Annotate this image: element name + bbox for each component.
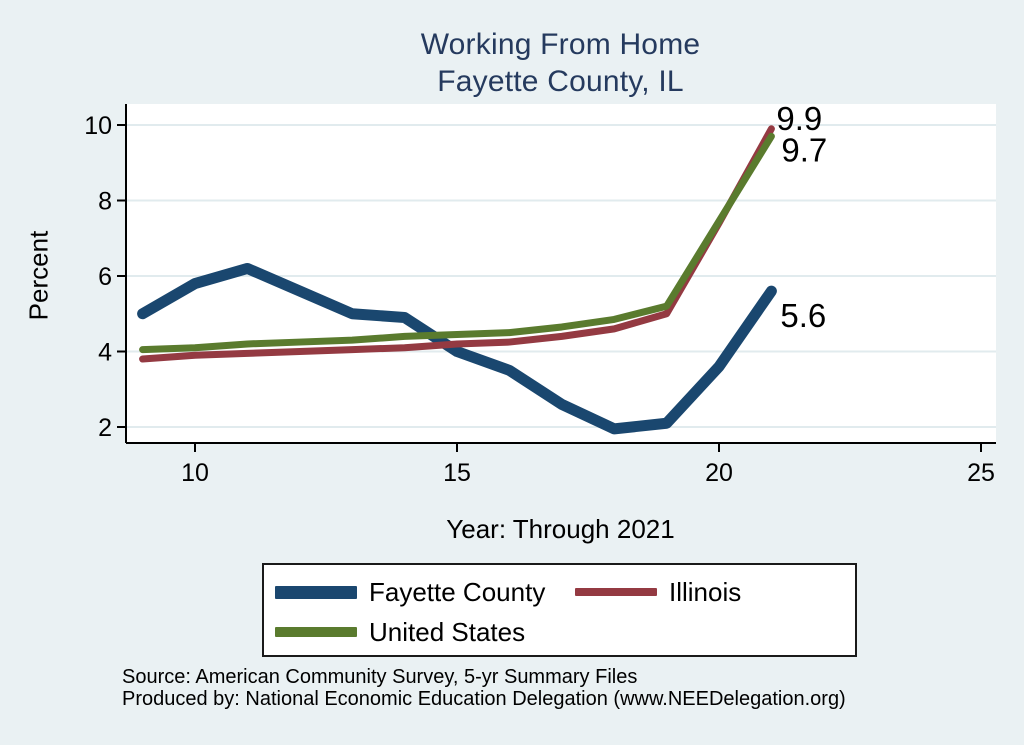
chart-title-line2: Fayette County, IL	[437, 65, 684, 98]
y-axis-title: Percent	[23, 230, 54, 321]
chart-title: Working From Home Fayette County, IL	[126, 26, 995, 100]
y-tick-label-2: 2	[98, 414, 112, 442]
source-note: Source: American Community Survey, 5-yr …	[122, 666, 1002, 710]
legend-empty-cell	[564, 612, 855, 652]
x-tick-label-20: 20	[705, 459, 733, 487]
series-line-illinois	[139, 125, 775, 363]
series-line-united-states	[139, 132, 775, 354]
y-tick-label-6: 6	[98, 263, 112, 291]
end-value-label-5.6: 5.6	[780, 297, 826, 334]
y-tick-label-8: 8	[98, 188, 112, 216]
chart-title-line1: Working From Home	[420, 28, 701, 61]
legend-swatch-united-states	[275, 627, 357, 637]
legend: Fayette County Illinois United States	[262, 563, 857, 657]
legend-item-united-states: United States	[264, 612, 564, 652]
x-tick-label-15: 15	[443, 459, 471, 487]
end-value-label-9.9: 9.9	[776, 100, 822, 137]
legend-swatch-fayette-county	[275, 585, 357, 599]
legend-label-illinois: Illinois	[669, 576, 742, 607]
produced-by-line: Produced by: National Economic Education…	[122, 688, 846, 710]
source-line: Source: American Community Survey, 5-yr …	[122, 666, 638, 688]
legend-label-united-states: United States	[369, 616, 526, 647]
legend-swatch-illinois	[575, 588, 657, 596]
y-tick-label-10: 10	[84, 112, 112, 140]
legend-label-fayette-county: Fayette County	[369, 576, 546, 607]
legend-item-fayette-county: Fayette County	[264, 572, 564, 612]
legend-item-illinois: Illinois	[564, 572, 855, 612]
series-line-fayette-county	[137, 262, 777, 435]
x-axis-title: Year: Through 2021	[446, 514, 675, 544]
y-tick-label-4: 4	[98, 339, 112, 367]
x-tick-label-10: 10	[181, 459, 209, 487]
end-value-label-9.7: 9.7	[781, 131, 827, 168]
x-tick-label-25: 25	[967, 459, 995, 487]
